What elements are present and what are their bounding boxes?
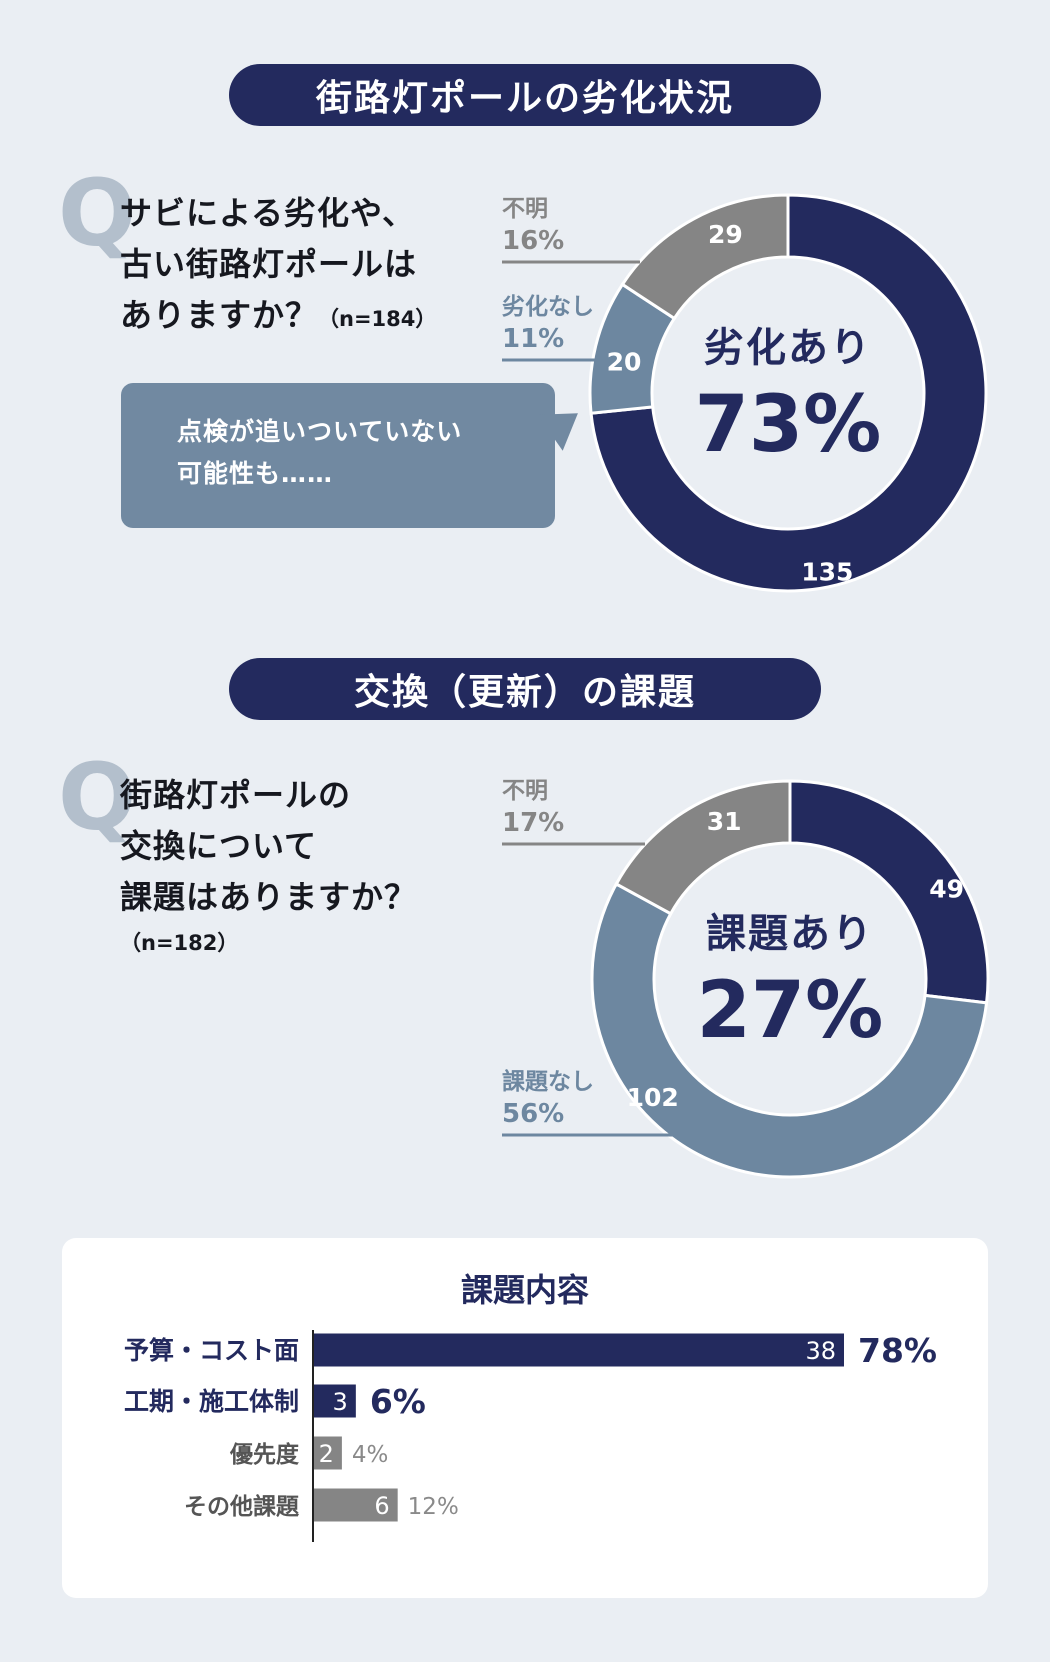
donut2-slice-1 — [590, 881, 989, 1179]
donut1-callout-2-percent: 16% — [502, 226, 564, 256]
donut2-slice-0-value: 49 — [929, 874, 964, 903]
question-1-line-2: 古い街路灯ポールは — [120, 245, 418, 283]
bar-1-percent: 6% — [370, 1382, 426, 1421]
bar-0-percent: 78% — [858, 1331, 937, 1370]
donut2-callout-1-label: 課題なし — [502, 1068, 594, 1095]
donut1-center-label: 劣化あり — [704, 325, 872, 371]
donut1-slice-0-value: 135 — [801, 558, 853, 587]
donut1-slice-1-value: 20 — [607, 348, 642, 377]
donut1-slice-2 — [620, 193, 790, 321]
bar-3-value: 6 — [374, 1492, 389, 1520]
bar-0 — [314, 1333, 844, 1367]
bar-category-1: 工期・施工体制 — [124, 1387, 299, 1416]
question-2: 街路灯ポールの 交換について 課題はありますか？ （n=182） — [120, 770, 417, 963]
section-title-replacement: 交換（更新）の課題 — [229, 658, 821, 720]
bar-category-0: 予算・コスト面 — [124, 1336, 299, 1365]
question-2-line-2: 交換について — [120, 827, 318, 865]
donut2-callout-2-label: 不明 — [502, 778, 548, 804]
donut2-slice-2-value: 31 — [707, 807, 742, 836]
bar-category-3: その他課題 — [184, 1493, 300, 1520]
bar-3-percent: 12% — [408, 1494, 459, 1520]
bar-2-percent: 4% — [352, 1442, 389, 1468]
question-mark-1: Q — [58, 160, 137, 267]
bar-3 — [314, 1488, 398, 1522]
question-1-line-1: サビによる劣化や、 — [120, 194, 416, 232]
donut2-callout-2-percent: 17% — [502, 808, 564, 838]
bar-1 — [314, 1384, 356, 1418]
donut2-center-label: 課題あり — [706, 911, 874, 957]
donut1-callout-1-percent: 11% — [502, 324, 564, 354]
sample-size-1: （n=184） — [318, 307, 437, 331]
bubble-line-2: 可能性も…… — [177, 459, 334, 488]
donut1-slice-2-value: 29 — [708, 220, 743, 249]
donut2-slice-0 — [788, 779, 990, 1005]
bar-2-value: 2 — [319, 1440, 334, 1468]
donut2-callout-1-percent: 56% — [502, 1099, 564, 1129]
donut1-callout-1-label: 劣化なし — [502, 293, 594, 320]
bubble-line-1: 点検が追いついていない — [177, 417, 463, 446]
section-title-deterioration: 街路灯ポールの劣化状況 — [229, 64, 821, 126]
donut1-callout-2-label: 不明 — [502, 196, 548, 222]
bar-1-value: 3 — [333, 1388, 348, 1416]
question-2-line-3: 課題はありますか？ — [120, 878, 418, 916]
question-mark-2: Q — [58, 744, 137, 851]
bar-2 — [314, 1436, 342, 1470]
bar-chart-title: 課題内容 — [461, 1271, 589, 1309]
bar-0-value: 38 — [805, 1337, 836, 1365]
question-2-line-1: 街路灯ポールの — [120, 776, 352, 814]
donut2-slice-1-value: 102 — [627, 1083, 679, 1112]
donut1-slice-0 — [589, 193, 988, 593]
question-1: サビによる劣化や、 古い街路灯ポールは ありますか？（n=184） — [120, 188, 436, 345]
speech-bubble: 点検が追いついていない 可能性も…… — [121, 383, 591, 528]
donut2-slice-2 — [614, 779, 792, 916]
bar-category-2: 優先度 — [229, 1441, 300, 1468]
donut1-center-value: 73% — [695, 380, 882, 470]
question-1-line-3: ありますか？ — [120, 296, 319, 334]
donut2-center-value: 27% — [697, 966, 884, 1056]
sample-size-2: （n=182） — [120, 931, 239, 955]
issues-panel — [62, 1238, 988, 1598]
